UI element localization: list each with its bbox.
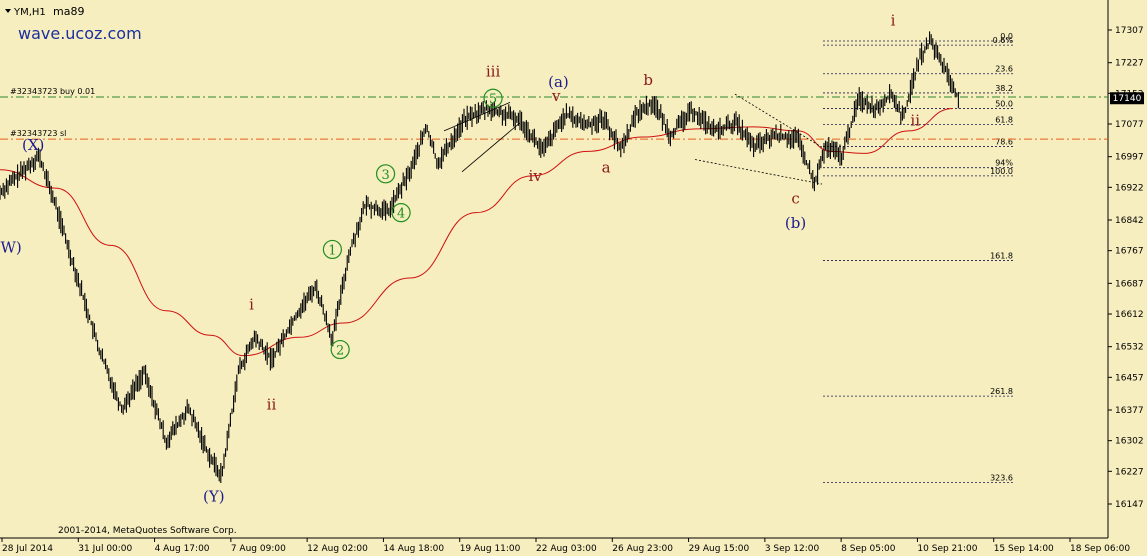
symbol-label: YM,H1 (13, 7, 46, 18)
wave-label: 2 (336, 344, 344, 359)
fib-level-label: 38.2 (995, 84, 1013, 93)
dropdown-triangle-icon[interactable] (5, 9, 11, 13)
fib-level-label: 94% (995, 159, 1013, 168)
fib-level-label: 100.0 (990, 167, 1013, 176)
y-tick-label: 16997 (1115, 153, 1144, 163)
indicator-label: ma89 (53, 5, 84, 18)
wave-label: v (551, 87, 561, 105)
y-tick-label: 16147 (1115, 500, 1144, 510)
y-tick-label: 16377 (1115, 406, 1144, 416)
x-tick-label: 22 Aug 03:00 (536, 544, 597, 554)
x-tick-label: 15 Sep 14:00 (994, 544, 1054, 554)
fib-level-label: 50.0 (995, 99, 1013, 108)
wave-label: iii (486, 63, 501, 81)
x-tick-label: 3 Sep 12:00 (765, 544, 820, 554)
wave-circle-mark (483, 88, 503, 108)
x-tick-label: 26 Aug 23:00 (612, 544, 673, 554)
price-series-layer (0, 31, 959, 483)
fib-level-label: 0.0 (1000, 32, 1013, 41)
channel-line (734, 93, 823, 148)
fibonacci-levels: 0.00.6% 23.6 38.2 50.0 61.8 78.6 94%100.0 161.8… (823, 32, 1015, 483)
fib-level-label: 0.6% (993, 36, 1014, 45)
y-axis: 1730717227171521707716997169221684216767… (1108, 26, 1144, 510)
wave-label: (a) (548, 73, 569, 91)
y-tick-label: 16457 (1115, 373, 1144, 383)
x-axis: 28 Jul 2014 31 Jul 00:00 4 Aug 17:00 7 Aug … (1, 538, 1130, 554)
chart-header: YM,H1 ma89 wave.ucoz.com 2001-2014, Meta… (5, 5, 237, 536)
wave-circle-mark (322, 239, 342, 260)
x-tick-label: 12 Aug 02:00 (307, 544, 368, 554)
fib-level-label: 161.8 (990, 251, 1013, 260)
wave-label: i (249, 296, 254, 314)
x-tick-label: 14 Aug 18:00 (383, 544, 444, 554)
channel-line (443, 101, 511, 132)
wave-circle-mark (391, 203, 411, 223)
x-tick-label: 28 Jul 2014 (2, 544, 53, 554)
wave-label: ii (910, 112, 920, 130)
current-price-tag: 17140 (1110, 92, 1144, 105)
channel-line (694, 159, 823, 185)
y-tick-label: 16922 (1115, 183, 1144, 193)
x-tick-label: 31 Jul 00:00 (78, 544, 132, 554)
fib-level-label: 61.8 (995, 115, 1013, 124)
y-tick-label: 17077 (1115, 120, 1144, 130)
y-tick-label: 16532 (1115, 343, 1144, 353)
y-tick-label: 16227 (1115, 467, 1144, 477)
wave-label: a (602, 159, 611, 177)
wave-label: 5 (489, 92, 497, 107)
y-tick-label: 16842 (1115, 216, 1144, 226)
fib-level-label: 323.6 (990, 473, 1013, 482)
fib-level-label: 23.6 (995, 65, 1013, 74)
ma89-line (0, 107, 953, 357)
wave-label: 4 (397, 207, 405, 222)
order-line-label: #32343723 buy 0.01 (10, 87, 95, 96)
price-bars (0, 31, 959, 483)
wave-label: (b) (785, 214, 806, 232)
wave-label: (Y) (203, 488, 225, 506)
wave-label: (X) (22, 136, 44, 154)
x-tick-label: 10 Sep 21:00 (917, 544, 977, 554)
wave-label: 1 (328, 243, 336, 258)
wave-label: ii (267, 396, 277, 414)
y-tick-label: 17227 (1115, 59, 1144, 69)
current-price-label: 17140 (1113, 94, 1142, 104)
y-tick-label: 16767 (1115, 247, 1144, 257)
fib-level-label: 78.6 (995, 137, 1013, 146)
channel-line (461, 122, 521, 173)
wave-label: iv (529, 167, 543, 185)
x-tick-label: 8 Sep 05:00 (841, 544, 896, 554)
fib-level-label: 261.8 (990, 387, 1013, 396)
wave-label: b (643, 71, 653, 89)
wave-label: 3 (381, 168, 389, 183)
wave-circle-mark (330, 339, 350, 360)
y-tick-label: 16302 (1115, 437, 1144, 447)
order-lines[interactable]: #32343723 buy 0.01 #32343723 sl (0, 87, 1108, 140)
x-tick-label: 7 Aug 09:00 (231, 544, 286, 554)
x-tick-label: 4 Aug 17:00 (155, 544, 210, 554)
copyright-text: 2001-2014, MetaQuotes Software Corp. (58, 526, 237, 536)
wave-label: i (891, 12, 896, 30)
y-tick-label: 16612 (1115, 310, 1144, 320)
y-tick-label: 16687 (1115, 279, 1144, 289)
x-tick-label: 18 Sep 06:00 (1070, 544, 1130, 554)
wave-circle-mark (375, 164, 396, 184)
wave-label: W) (0, 238, 21, 256)
y-tick-label: 17307 (1115, 26, 1144, 36)
moving-average-layer (0, 107, 953, 357)
x-tick-label: 19 Aug 11:00 (460, 544, 521, 554)
watermark-text: wave.ucoz.com (18, 24, 142, 43)
wave-label: c (791, 189, 799, 207)
x-tick-label: 29 Aug 15:00 (689, 544, 750, 554)
order-line-label: #32343723 sl (10, 129, 66, 138)
